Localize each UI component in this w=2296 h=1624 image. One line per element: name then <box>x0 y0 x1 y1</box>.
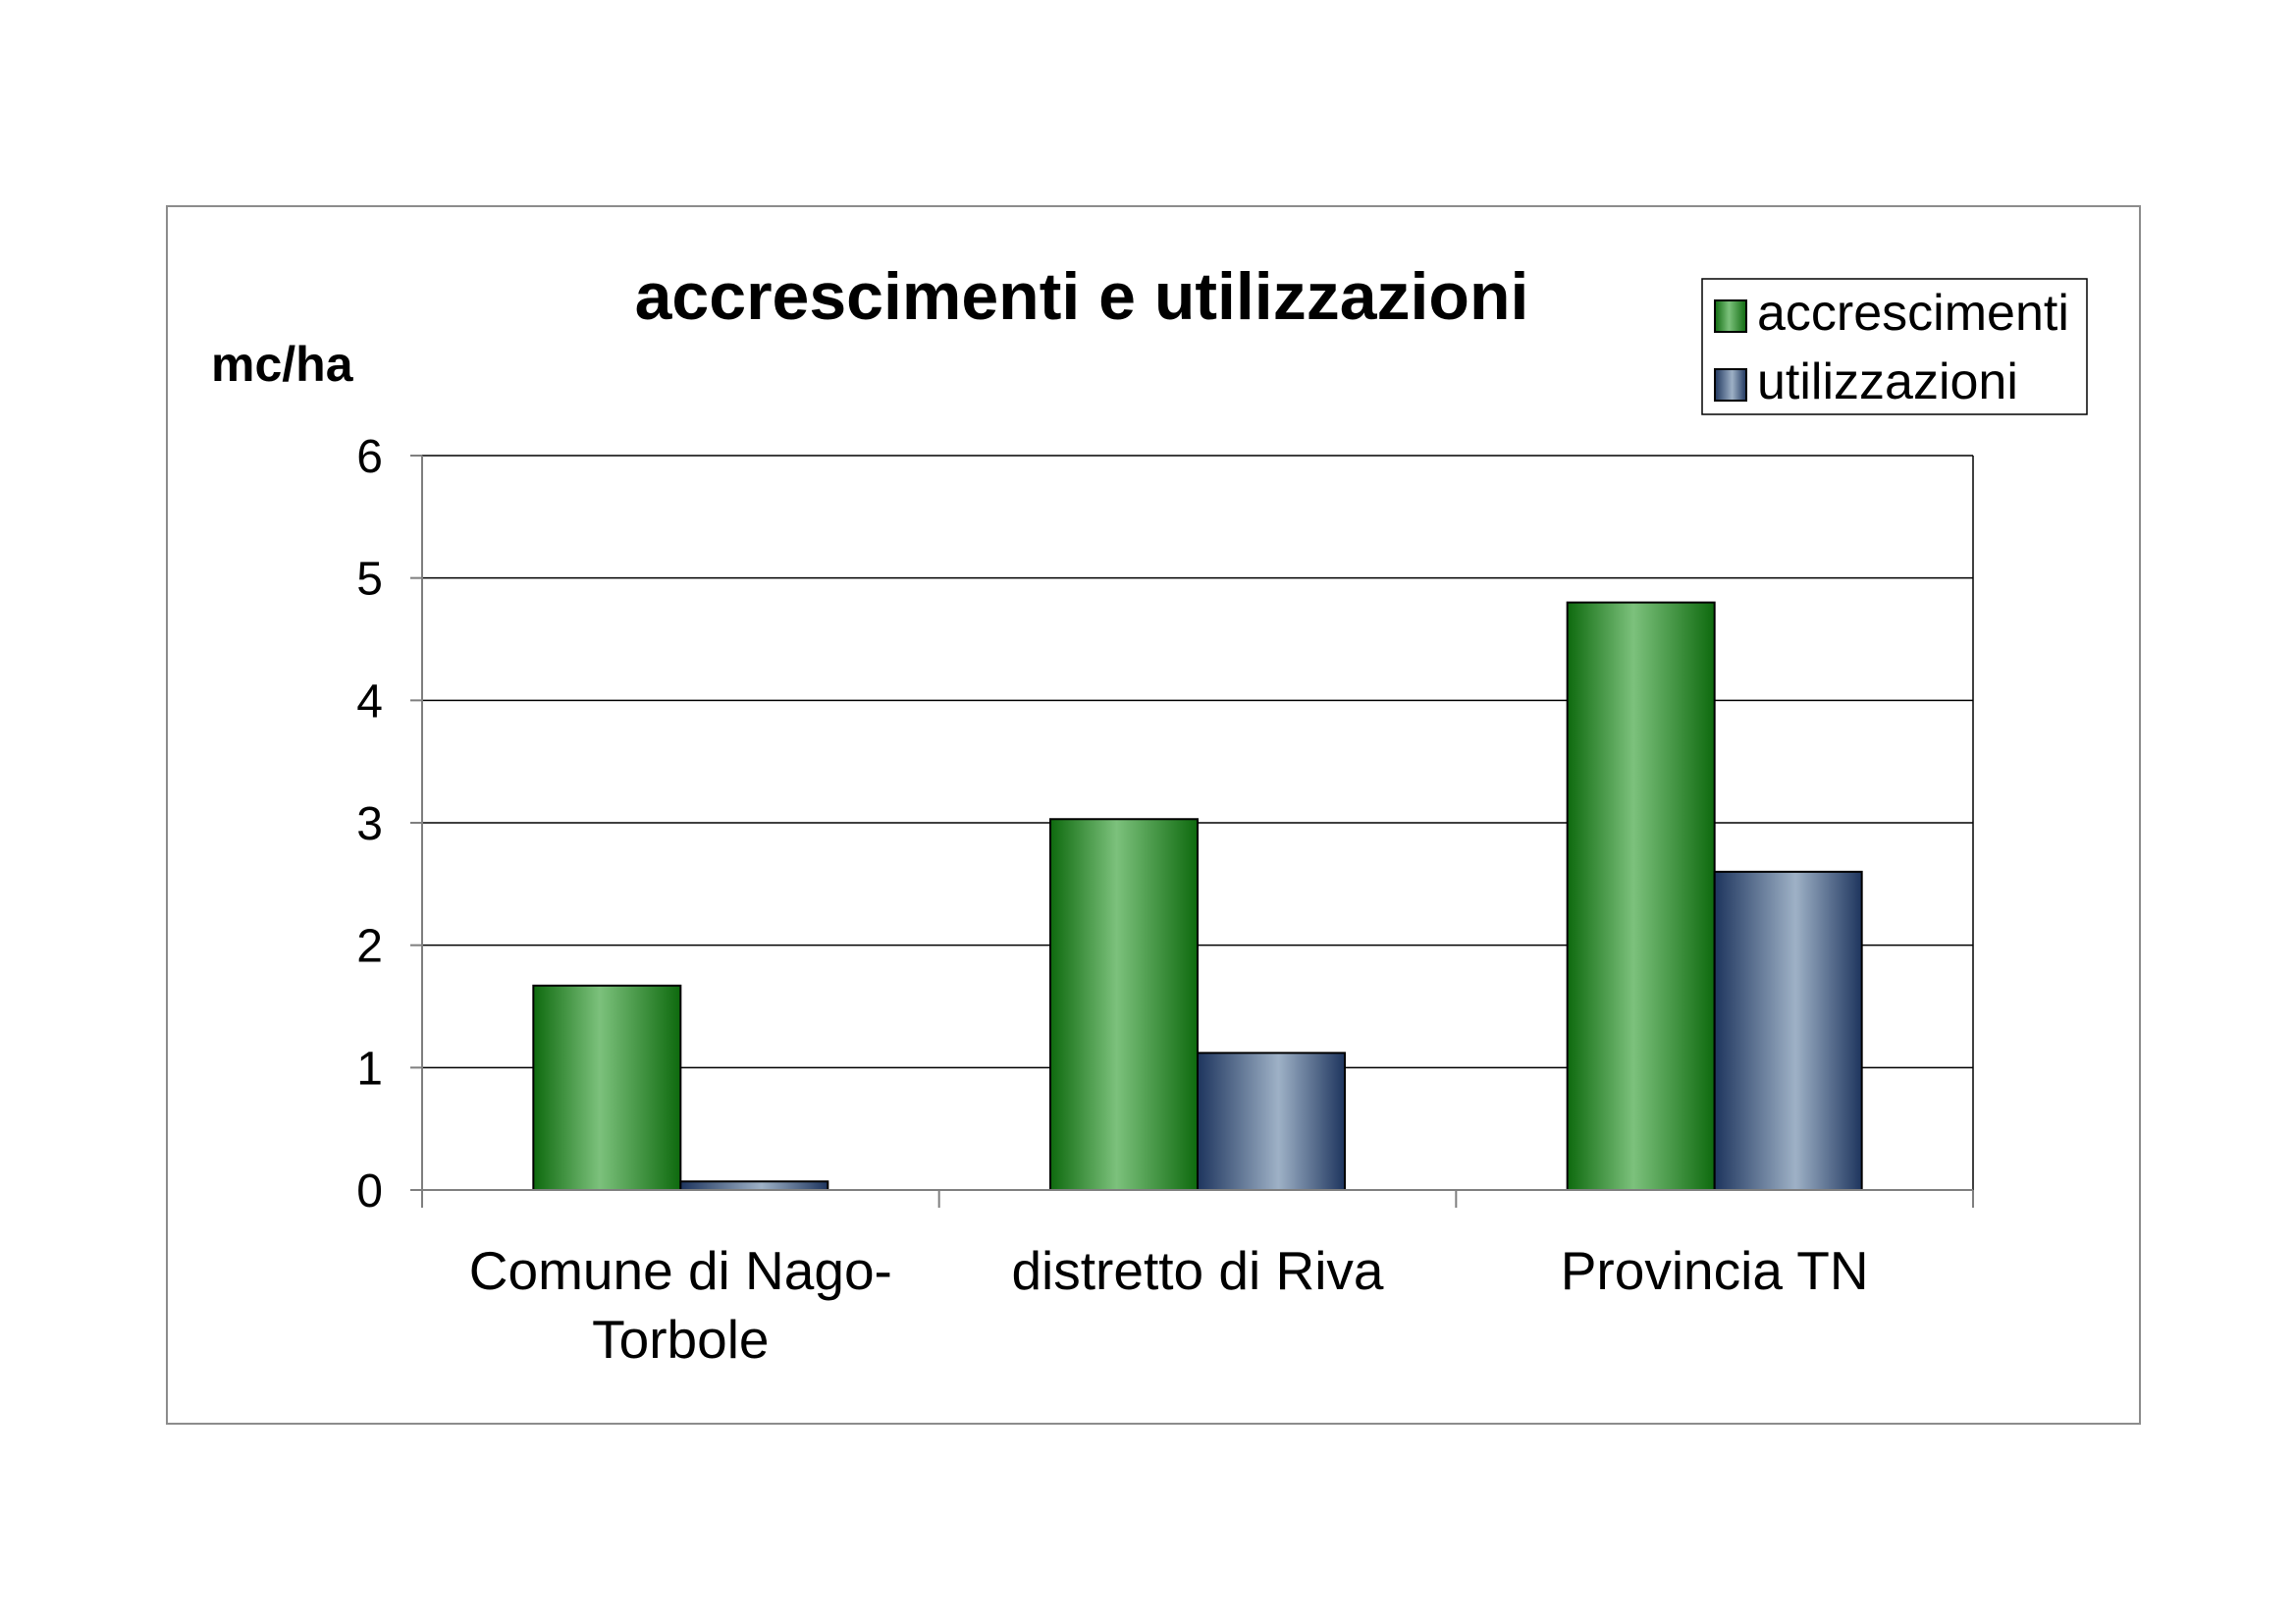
bar-utilizzazioni <box>1713 870 1863 1191</box>
bars <box>532 601 1863 1191</box>
x-axis-categories: Comune di Nago-Torbole distretto di Riva P… <box>469 1240 1869 1370</box>
y-tick-label: 2 <box>356 921 383 973</box>
x-category-label: Comune di Nago-Torbole <box>469 1240 892 1370</box>
bar-utilizzazioni <box>1197 1052 1346 1191</box>
legend-box <box>1701 278 2088 415</box>
y-tick-label: 6 <box>356 431 383 483</box>
axes <box>421 456 1974 1208</box>
legend-swatch-utilizzazioni <box>1714 368 1747 402</box>
legend-label-utilizzazioni: utilizzazioni <box>1757 353 2018 410</box>
chart-title: accrescimenti e utilizzazioni <box>635 259 1529 334</box>
bar-utilizzazioni <box>679 1180 829 1191</box>
y-tick-label: 0 <box>356 1165 383 1218</box>
y-tick-label: 5 <box>356 554 383 606</box>
bar-accrescimenti <box>1566 601 1716 1191</box>
bar-accrescimenti <box>1049 818 1199 1191</box>
x-category-label: Provincia TN <box>1561 1240 1869 1301</box>
bar-accrescimenti <box>532 984 682 1191</box>
legend-swatch-accrescimenti <box>1714 299 1747 333</box>
y-axis-unit-label: mc/ha <box>211 337 354 392</box>
legend: accrescimenti utilizzazioni <box>1701 278 2088 415</box>
x-category-label: distretto di Riva <box>1011 1240 1383 1301</box>
y-axis-ticks: 0 1 2 3 4 5 6 <box>356 431 422 1218</box>
y-tick-label: 1 <box>356 1043 383 1095</box>
legend-label-accrescimenti: accrescimenti <box>1757 285 2069 342</box>
y-tick-label: 4 <box>356 676 383 728</box>
y-tick-label: 3 <box>356 798 383 850</box>
